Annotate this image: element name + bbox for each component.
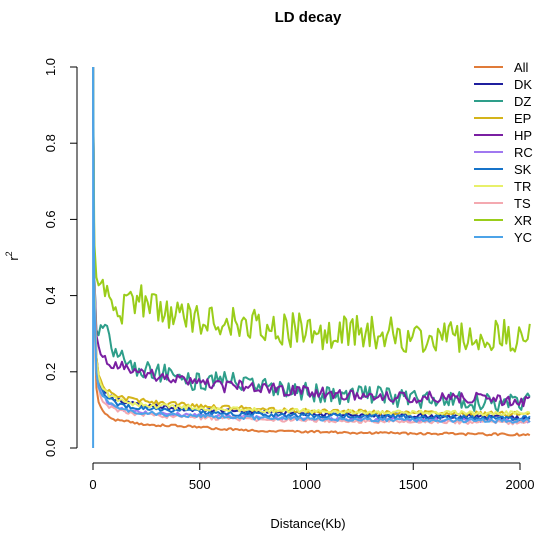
series-layer — [92, 66, 531, 448]
x-tick-label: 1500 — [399, 477, 428, 492]
legend: All DK DZ EP HP RC SK TR TS XR YC — [474, 60, 533, 245]
series-line-tr — [92, 66, 531, 416]
legend-label-all: All — [514, 60, 529, 75]
legend-label-sk: SK — [514, 162, 532, 177]
y-tick-label: 0.0 — [43, 439, 58, 457]
svg-text:r2: r2 — [4, 251, 21, 260]
series-line-all — [92, 66, 531, 437]
legend-label-ts: TS — [514, 196, 531, 211]
series-line-dz — [92, 66, 531, 413]
y-tick-label: 1.0 — [43, 58, 58, 76]
y-tick-label: 0.8 — [43, 134, 58, 152]
legend-label-dk: DK — [514, 77, 532, 92]
series-line-xr — [92, 66, 531, 353]
legend-label-tr: TR — [514, 179, 531, 194]
y-tick-label: 0.4 — [43, 287, 58, 305]
series-line-hp — [92, 66, 531, 408]
legend-label-xr: XR — [514, 213, 532, 228]
x-tick-label: 2000 — [506, 477, 535, 492]
y-axis-label-superscript: 2 — [4, 251, 14, 256]
legend-label-dz: DZ — [514, 94, 531, 109]
series-line-yc — [92, 66, 531, 424]
chart-title: LD decay — [275, 9, 342, 26]
x-tick-label: 0 — [89, 477, 96, 492]
y-axis-label: r2 — [4, 251, 21, 260]
x-axis-label: Distance(Kb) — [270, 516, 345, 531]
y-tick-label: 0.2 — [43, 363, 58, 381]
legend-label-ep: EP — [514, 111, 531, 126]
x-tick-label: 1000 — [292, 477, 321, 492]
axes: 0 500 1000 1500 2000 0.0 0.2 0.4 0.6 0.8 1.0 — [43, 58, 534, 492]
y-tick-label: 0.6 — [43, 210, 58, 228]
legend-label-hp: HP — [514, 128, 532, 143]
y-axis-label-base: r — [6, 256, 21, 261]
legend-label-rc: RC — [514, 145, 533, 160]
x-tick-label: 500 — [189, 477, 211, 492]
legend-label-yc: YC — [514, 230, 532, 245]
